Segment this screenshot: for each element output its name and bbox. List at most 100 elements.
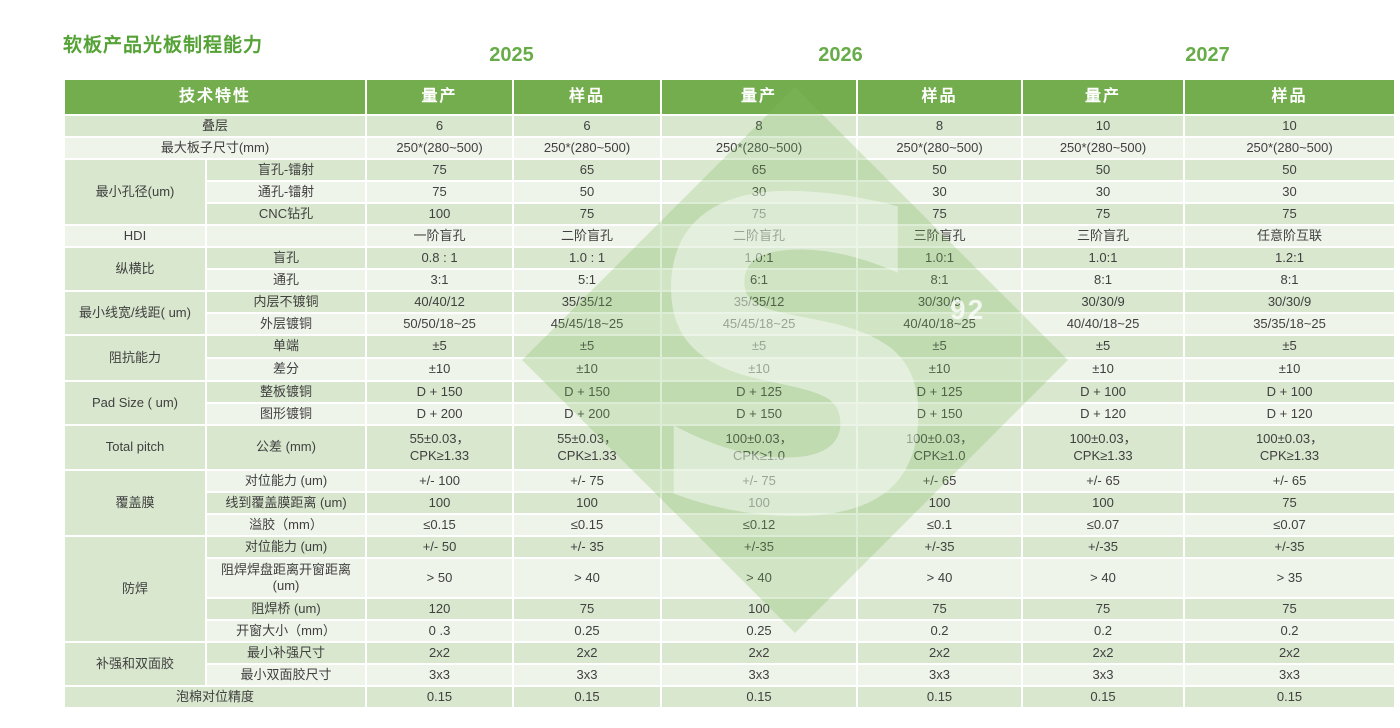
value-cell: 75 bbox=[512, 202, 663, 226]
value-cell: 2x2 bbox=[365, 641, 515, 665]
value-cell: 75 bbox=[1021, 202, 1186, 226]
value-cell: 250*(280~500) bbox=[512, 136, 663, 160]
value-cell: 0.2 bbox=[856, 619, 1024, 643]
value-cell: 100 bbox=[365, 491, 515, 515]
value-cell: 30/30/9 bbox=[1183, 290, 1397, 314]
table-row: 最小线宽/线距( um) 内层不镀铜 40/40/12 35/35/12 35/35/1… bbox=[63, 290, 1397, 336]
table-row: 防焊 对位能力 (um) +/- 50 +/- 35 +/-35 +/-35 +/-35 +/… bbox=[63, 535, 1397, 643]
sub-label: 整板镀铜 bbox=[204, 380, 368, 404]
value-cell: 3x3 bbox=[856, 663, 1024, 687]
value-cell: 2x2 bbox=[512, 641, 663, 665]
sub-label: 单端 bbox=[204, 334, 368, 359]
value-cell: ≤0.07 bbox=[1021, 513, 1186, 537]
value-cell: 8:1 bbox=[856, 268, 1024, 292]
value-cell: 2x2 bbox=[856, 641, 1024, 665]
group-label: 补强和双面胶 bbox=[63, 641, 207, 687]
value-cell: 100 bbox=[512, 491, 663, 515]
value-cell: 100 bbox=[856, 491, 1024, 515]
value-cell: ±5 bbox=[1021, 334, 1186, 359]
value-cell: 3x3 bbox=[1021, 663, 1186, 687]
value-cell: 8:1 bbox=[1021, 268, 1186, 292]
value-cell: 5:1 bbox=[512, 268, 663, 292]
sub-label: 阻焊桥 (um) bbox=[204, 597, 368, 621]
value-cell: 8 bbox=[660, 114, 859, 138]
sub-label: 线到覆盖膜距离 (um) bbox=[204, 491, 368, 515]
value-cell: ±5 bbox=[1183, 334, 1397, 359]
value-cell: 0.2 bbox=[1183, 619, 1397, 643]
value-cell: 8:1 bbox=[1183, 268, 1397, 292]
group-label: 最小孔径(um) bbox=[63, 158, 207, 226]
value-cell: +/- 35 bbox=[512, 535, 663, 559]
value-cell: 35/35/18~25 bbox=[1183, 312, 1397, 336]
sub-label: 外层镀铜 bbox=[204, 312, 368, 336]
table-row: Total pitch 公差 (mm) 55±0.03， CPK≥1.33 55±0.… bbox=[63, 424, 1397, 471]
table-row: 阻抗能力 单端 ±5 ±5 ±5 ±5 ±5 ±5 bbox=[63, 334, 1397, 382]
value-cell: 65 bbox=[660, 158, 859, 182]
column-header-1: 样品 bbox=[512, 78, 663, 116]
value-cell: D + 100 bbox=[1183, 380, 1397, 404]
value-cell: 2x2 bbox=[660, 641, 859, 665]
sub-label: 溢胶（mm） bbox=[204, 513, 368, 537]
column-header-0: 量产 bbox=[365, 78, 515, 116]
value-cell: D + 120 bbox=[1183, 402, 1397, 426]
group-label: Pad Size ( um) bbox=[63, 380, 207, 426]
sub-label: 阻焊焊盘距离开窗距离 (um) bbox=[204, 557, 368, 599]
table-row: 通孔 3:1 5:1 6:1 8:1 8:1 8:1 bbox=[64, 268, 1397, 292]
table-row: 开窗大小（mm） 0 .3 0.25 0.25 0.2 0.2 0.2 bbox=[64, 619, 1397, 643]
value-cell: 1.0:1 bbox=[1021, 246, 1186, 270]
value-cell: 45/45/18~25 bbox=[660, 312, 859, 336]
value-cell: 10 bbox=[1021, 114, 1186, 138]
value-cell: 75 bbox=[512, 597, 663, 621]
sub-label: 盲孔-镭射 bbox=[204, 158, 368, 182]
year-label-2025: 2025 bbox=[489, 44, 534, 66]
value-cell: 三阶盲孔 bbox=[1021, 224, 1186, 248]
value-cell: 30 bbox=[1183, 180, 1397, 204]
sub-label: 最小补强尺寸 bbox=[204, 641, 368, 665]
row-label: 叠层 bbox=[62, 114, 368, 138]
value-cell: 1.0:1 bbox=[660, 246, 859, 270]
value-cell: ±10 bbox=[856, 357, 1024, 382]
value-cell: 30 bbox=[1021, 180, 1186, 204]
feature-header-cell: 技术特性 bbox=[62, 78, 368, 116]
value-cell: 0.15 bbox=[512, 685, 663, 709]
value-cell: 8 bbox=[856, 114, 1024, 138]
value-cell: 0.15 bbox=[1183, 685, 1397, 709]
value-cell: +/- 65 bbox=[1183, 469, 1397, 493]
value-cell: D + 150 bbox=[365, 380, 515, 404]
value-cell: 250*(280~500) bbox=[1183, 136, 1397, 160]
table-row: CNC钻孔 100 75 75 75 75 75 bbox=[64, 202, 1397, 226]
value-cell: 50 bbox=[856, 158, 1024, 182]
value-cell: 55±0.03， CPK≥1.33 bbox=[512, 424, 663, 471]
value-cell: 0.15 bbox=[856, 685, 1024, 709]
table-row: 叠层 6 6 8 8 10 10 bbox=[62, 114, 1397, 138]
value-cell: 0.15 bbox=[660, 685, 859, 709]
value-cell: ≤0.15 bbox=[512, 513, 663, 537]
year-label-2027: 2027 bbox=[1185, 44, 1230, 66]
group-label: 纵横比 bbox=[63, 246, 207, 292]
value-cell: 30/30/9 bbox=[856, 290, 1024, 314]
value-cell: D + 150 bbox=[512, 380, 663, 404]
value-cell: 30 bbox=[856, 180, 1024, 204]
sub-label: 对位能力 (um) bbox=[204, 535, 368, 559]
year-label-2026: 2026 bbox=[818, 44, 863, 66]
value-cell: +/- 50 bbox=[365, 535, 515, 559]
value-cell: +/-35 bbox=[1183, 535, 1397, 559]
value-cell: 120 bbox=[365, 597, 515, 621]
value-cell: ≤0.07 bbox=[1183, 513, 1397, 537]
value-cell: 3x3 bbox=[1183, 663, 1397, 687]
value-cell: +/- 100 bbox=[365, 469, 515, 493]
value-cell: 30 bbox=[660, 180, 859, 204]
value-cell: 100±0.03， CPK≥1.0 bbox=[856, 424, 1024, 471]
table-row: 外层镀铜 50/50/18~25 45/45/18~25 45/45/18~25 40/… bbox=[64, 312, 1397, 336]
value-cell: 0.25 bbox=[512, 619, 663, 643]
value-cell: 一阶盲孔 bbox=[365, 224, 515, 248]
value-cell: 50 bbox=[512, 180, 663, 204]
value-cell: 1.2:1 bbox=[1183, 246, 1397, 270]
value-cell: +/-35 bbox=[660, 535, 859, 559]
table-header-row: 技术特性 量产 样品 量产 样品 量产 样品 bbox=[62, 78, 1397, 116]
value-cell: > 40 bbox=[1021, 557, 1186, 599]
value-cell: 250*(280~500) bbox=[1021, 136, 1186, 160]
value-cell: 75 bbox=[365, 158, 515, 182]
value-cell: 35/35/12 bbox=[660, 290, 859, 314]
